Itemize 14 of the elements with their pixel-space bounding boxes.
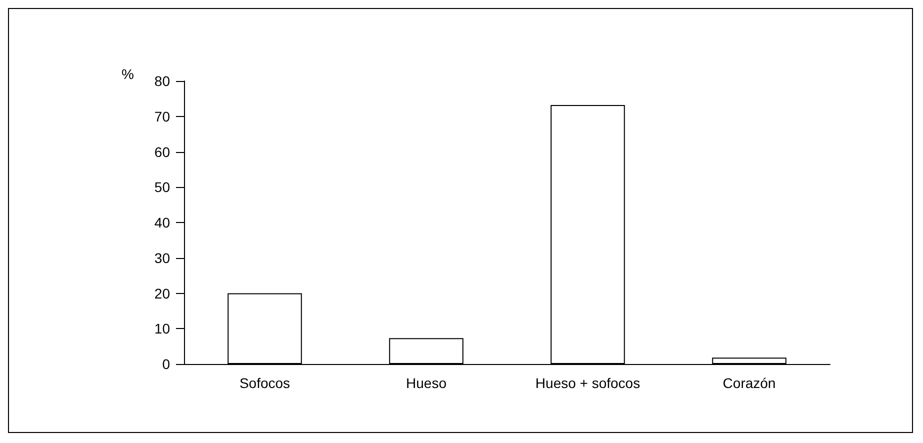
x-tick-label: Sofocos <box>239 375 290 391</box>
y-tick-label: 40 <box>154 214 170 230</box>
x-tick-label: Hueso <box>406 375 447 391</box>
x-tick-label: Corazón <box>722 375 776 391</box>
y-tick-label: 50 <box>154 179 170 196</box>
y-tick-label: 30 <box>154 250 170 266</box>
y-tick-label: 80 <box>154 73 170 89</box>
y-tick-label: 10 <box>154 320 170 337</box>
x-tick-label: Hueso + sofocos <box>535 375 640 391</box>
y-axis-title: % <box>122 66 134 82</box>
y-tick-label: 70 <box>154 108 170 124</box>
y-tick-label: 60 <box>154 144 170 160</box>
y-tick-label: 0 <box>162 356 170 372</box>
y-tick-label: 20 <box>154 285 170 302</box>
